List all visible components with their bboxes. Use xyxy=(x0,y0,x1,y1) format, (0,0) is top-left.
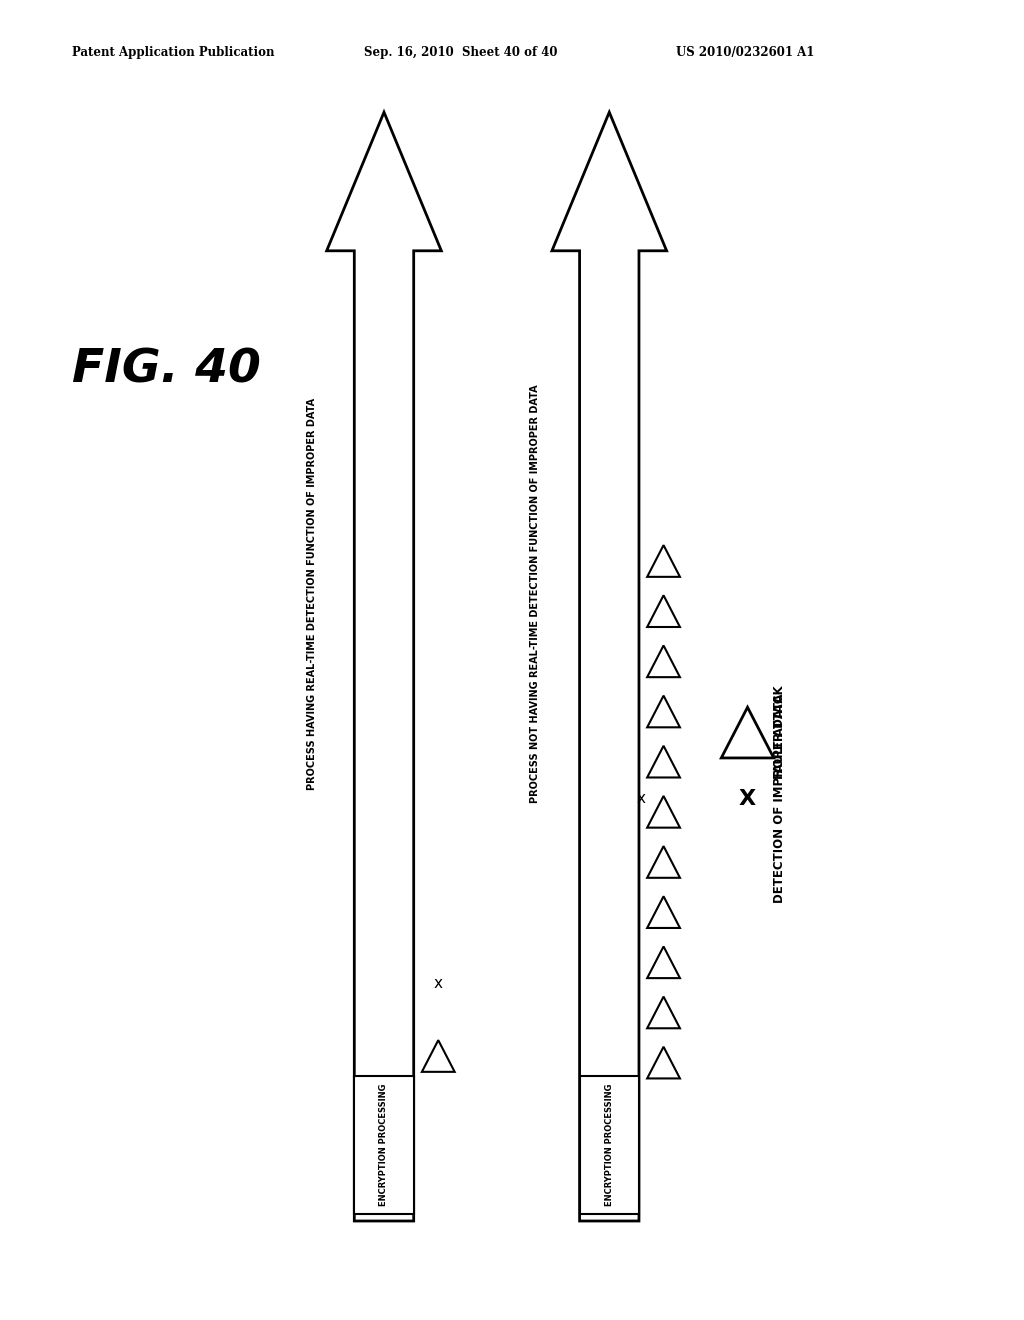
Text: FAULT ATTACK: FAULT ATTACK xyxy=(773,686,786,779)
Text: Sep. 16, 2010  Sheet 40 of 40: Sep. 16, 2010 Sheet 40 of 40 xyxy=(364,46,557,59)
Polygon shape xyxy=(647,696,680,727)
Polygon shape xyxy=(552,112,667,1221)
Text: PROCESS HAVING REAL-TIME DETECTION FUNCTION OF IMPROPER DATA: PROCESS HAVING REAL-TIME DETECTION FUNCT… xyxy=(307,397,317,791)
Text: x: x xyxy=(434,975,442,991)
Text: PROCESS NOT HAVING REAL-TIME DETECTION FUNCTION OF IMPROPER DATA: PROCESS NOT HAVING REAL-TIME DETECTION F… xyxy=(529,384,540,804)
Polygon shape xyxy=(647,746,680,777)
Bar xyxy=(354,1076,414,1214)
Polygon shape xyxy=(647,846,680,878)
Text: ENCRYPTION PROCESSING: ENCRYPTION PROCESSING xyxy=(605,1084,613,1206)
Text: X: X xyxy=(739,788,756,809)
Text: DETECTION OF IMPROPER DATA: DETECTION OF IMPROPER DATA xyxy=(773,694,786,903)
Polygon shape xyxy=(647,796,680,828)
Polygon shape xyxy=(721,708,774,758)
Text: US 2010/0232601 A1: US 2010/0232601 A1 xyxy=(676,46,814,59)
Text: Patent Application Publication: Patent Application Publication xyxy=(72,46,274,59)
Text: ENCRYPTION PROCESSING: ENCRYPTION PROCESSING xyxy=(380,1084,388,1206)
Polygon shape xyxy=(647,545,680,577)
Polygon shape xyxy=(647,997,680,1028)
Polygon shape xyxy=(647,946,680,978)
Text: FIG. 40: FIG. 40 xyxy=(72,347,260,392)
Polygon shape xyxy=(647,595,680,627)
Polygon shape xyxy=(327,112,441,1221)
Bar xyxy=(580,1076,639,1214)
Polygon shape xyxy=(647,1047,680,1078)
Polygon shape xyxy=(422,1040,455,1072)
Polygon shape xyxy=(647,896,680,928)
Polygon shape xyxy=(647,645,680,677)
Text: x: x xyxy=(637,791,645,807)
